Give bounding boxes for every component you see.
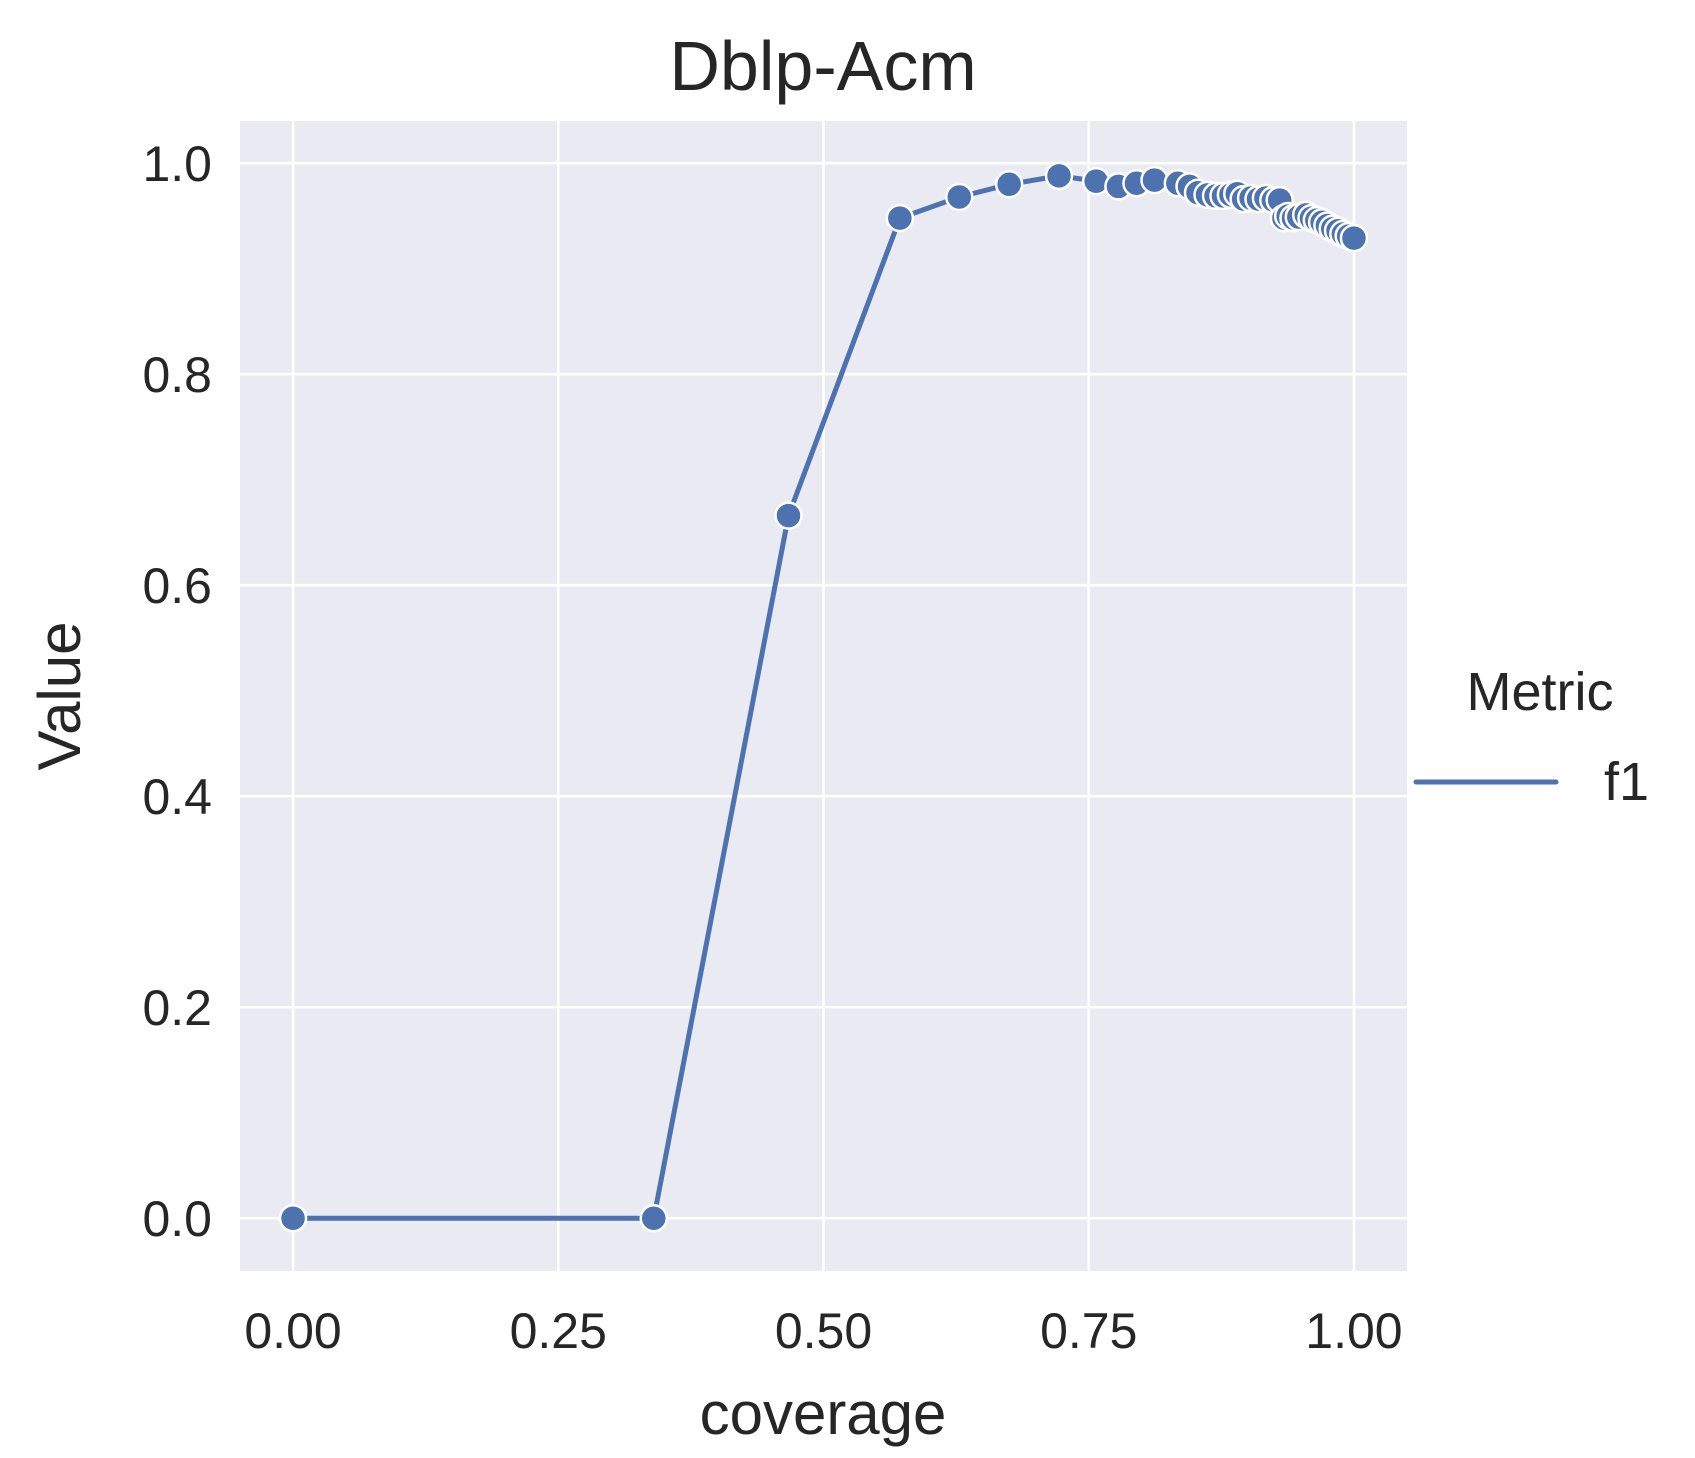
y-ticks: 0.0 0.2 0.4 0.6 0.8 1.0 — [142, 136, 212, 1247]
data-point — [1140, 165, 1169, 195]
y-tick-label: 0.2 — [142, 980, 212, 1036]
legend-label-f1: f1 — [1604, 752, 1649, 812]
data-point — [885, 203, 915, 233]
data-point — [994, 170, 1024, 199]
y-tick-label: 1.0 — [142, 136, 212, 192]
y-tick-label: 0.8 — [142, 347, 212, 403]
x-tick-label: 1.00 — [1305, 1303, 1402, 1359]
x-ticks: 0.00 0.25 0.50 0.75 1.00 — [244, 1303, 1402, 1359]
legend: Metric f1 — [1413, 662, 1649, 812]
grid — [240, 121, 1407, 1271]
y-axis-label: Value — [26, 621, 93, 770]
data-point — [945, 182, 974, 212]
y-tick-label: 0.0 — [142, 1191, 212, 1247]
data-point — [1044, 161, 1074, 191]
x-tick-label: 0.50 — [775, 1303, 872, 1359]
y-tick-label: 0.6 — [142, 558, 212, 614]
data-point — [278, 1203, 308, 1233]
y-tick-label: 0.4 — [142, 769, 212, 825]
data-point — [1339, 223, 1369, 253]
x-tick-label: 0.75 — [1040, 1303, 1137, 1359]
series-group — [278, 161, 1369, 1233]
x-tick-label: 0.25 — [510, 1303, 607, 1359]
data-point — [639, 1203, 669, 1233]
x-tick-label: 0.00 — [244, 1303, 341, 1359]
legend-title: Metric — [1467, 662, 1614, 722]
x-axis-label: coverage — [700, 1380, 947, 1447]
data-point — [774, 501, 803, 530]
chart-title: Dblp-Acm — [669, 27, 976, 105]
